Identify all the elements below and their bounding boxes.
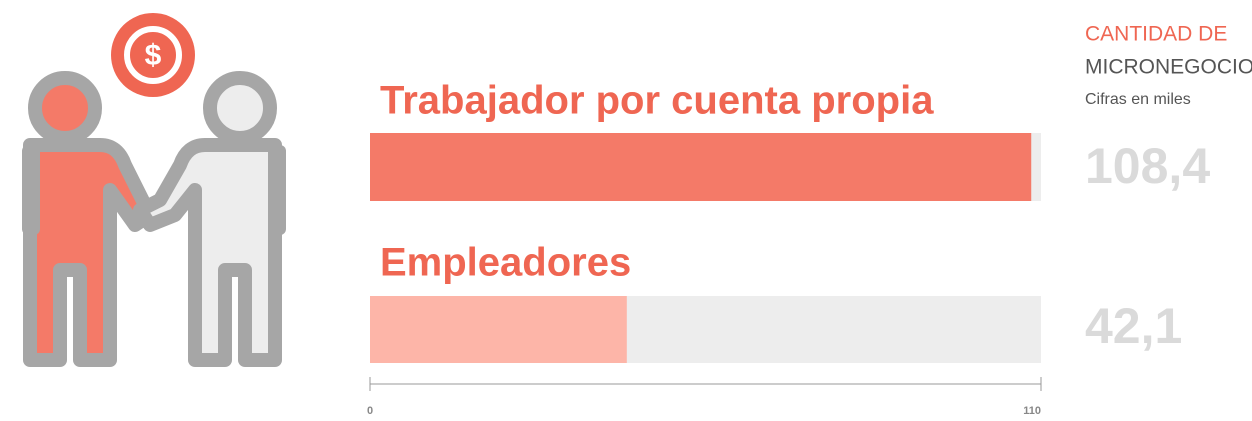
category-label: Empleadores — [380, 241, 631, 285]
chart: $ CANTIDAD DE MICRONEGOCIOS Cifras en mi… — [0, 0, 1252, 421]
svg-text:$: $ — [145, 39, 162, 72]
chart-title: CANTIDAD DE — [1085, 23, 1227, 46]
value-label: 42,1 — [1085, 298, 1182, 354]
value-label: 108,4 — [1085, 138, 1210, 194]
icon: $ — [22, 13, 286, 360]
bar — [370, 133, 1031, 201]
bar — [370, 296, 627, 363]
x-tick-label: 0 — [367, 405, 373, 417]
x-tick-label: 110 — [1023, 405, 1041, 417]
chart-subtitle: MICRONEGOCIOS — [1085, 56, 1252, 79]
category-label: Trabajador por cuenta propia — [380, 79, 934, 123]
chart-note: Cifras en miles — [1085, 91, 1191, 108]
